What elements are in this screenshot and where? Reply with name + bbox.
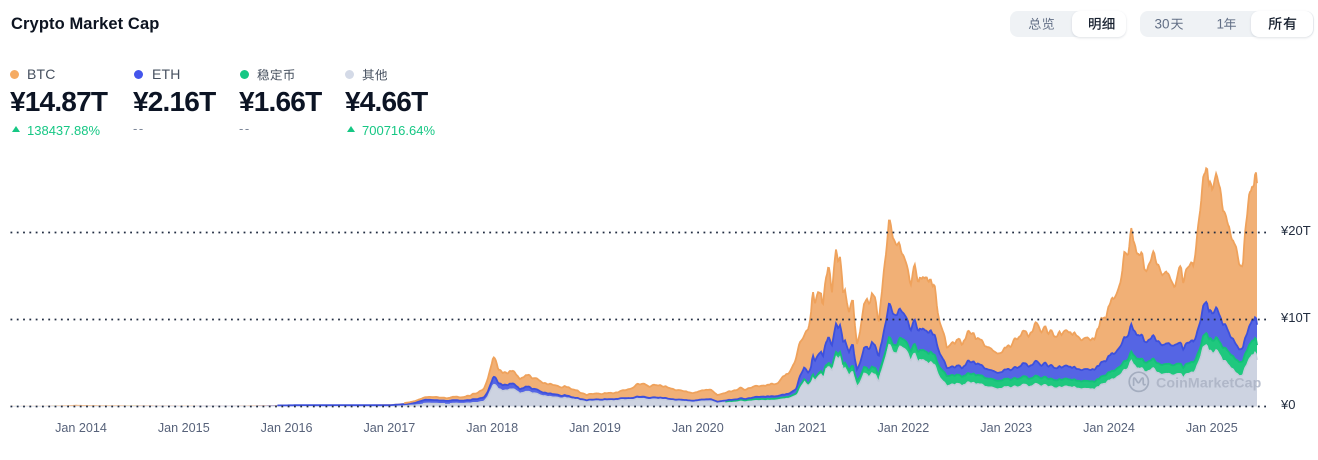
svg-text:30: 30 (1155, 16, 1170, 31)
svg-text:CoinMarketCap: CoinMarketCap (1156, 376, 1262, 392)
svg-text:1: 1 (1217, 16, 1225, 31)
